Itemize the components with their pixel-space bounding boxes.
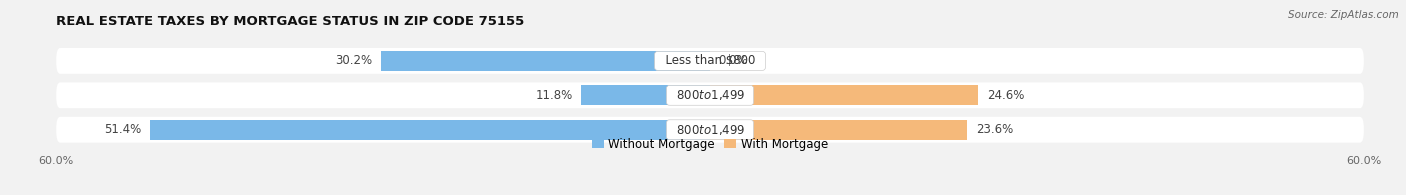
FancyBboxPatch shape [56,82,1364,108]
Text: Less than $800: Less than $800 [658,54,762,67]
Text: 0.0%: 0.0% [718,54,748,67]
Text: 11.8%: 11.8% [536,89,572,102]
Bar [150,120,710,140]
Bar [381,51,710,71]
FancyBboxPatch shape [56,48,1364,74]
Text: 30.2%: 30.2% [335,54,373,67]
Text: REAL ESTATE TAXES BY MORTGAGE STATUS IN ZIP CODE 75155: REAL ESTATE TAXES BY MORTGAGE STATUS IN … [56,15,524,28]
Legend: Without Mortgage, With Mortgage: Without Mortgage, With Mortgage [588,133,832,156]
Text: 24.6%: 24.6% [987,89,1024,102]
Bar [582,85,710,105]
Text: $800 to $1,499: $800 to $1,499 [669,123,751,137]
Bar [710,120,967,140]
Text: $800 to $1,499: $800 to $1,499 [669,88,751,102]
FancyBboxPatch shape [56,117,1364,143]
Text: 51.4%: 51.4% [104,123,141,136]
Bar [710,85,979,105]
Text: Source: ZipAtlas.com: Source: ZipAtlas.com [1288,10,1399,20]
Text: 23.6%: 23.6% [976,123,1014,136]
